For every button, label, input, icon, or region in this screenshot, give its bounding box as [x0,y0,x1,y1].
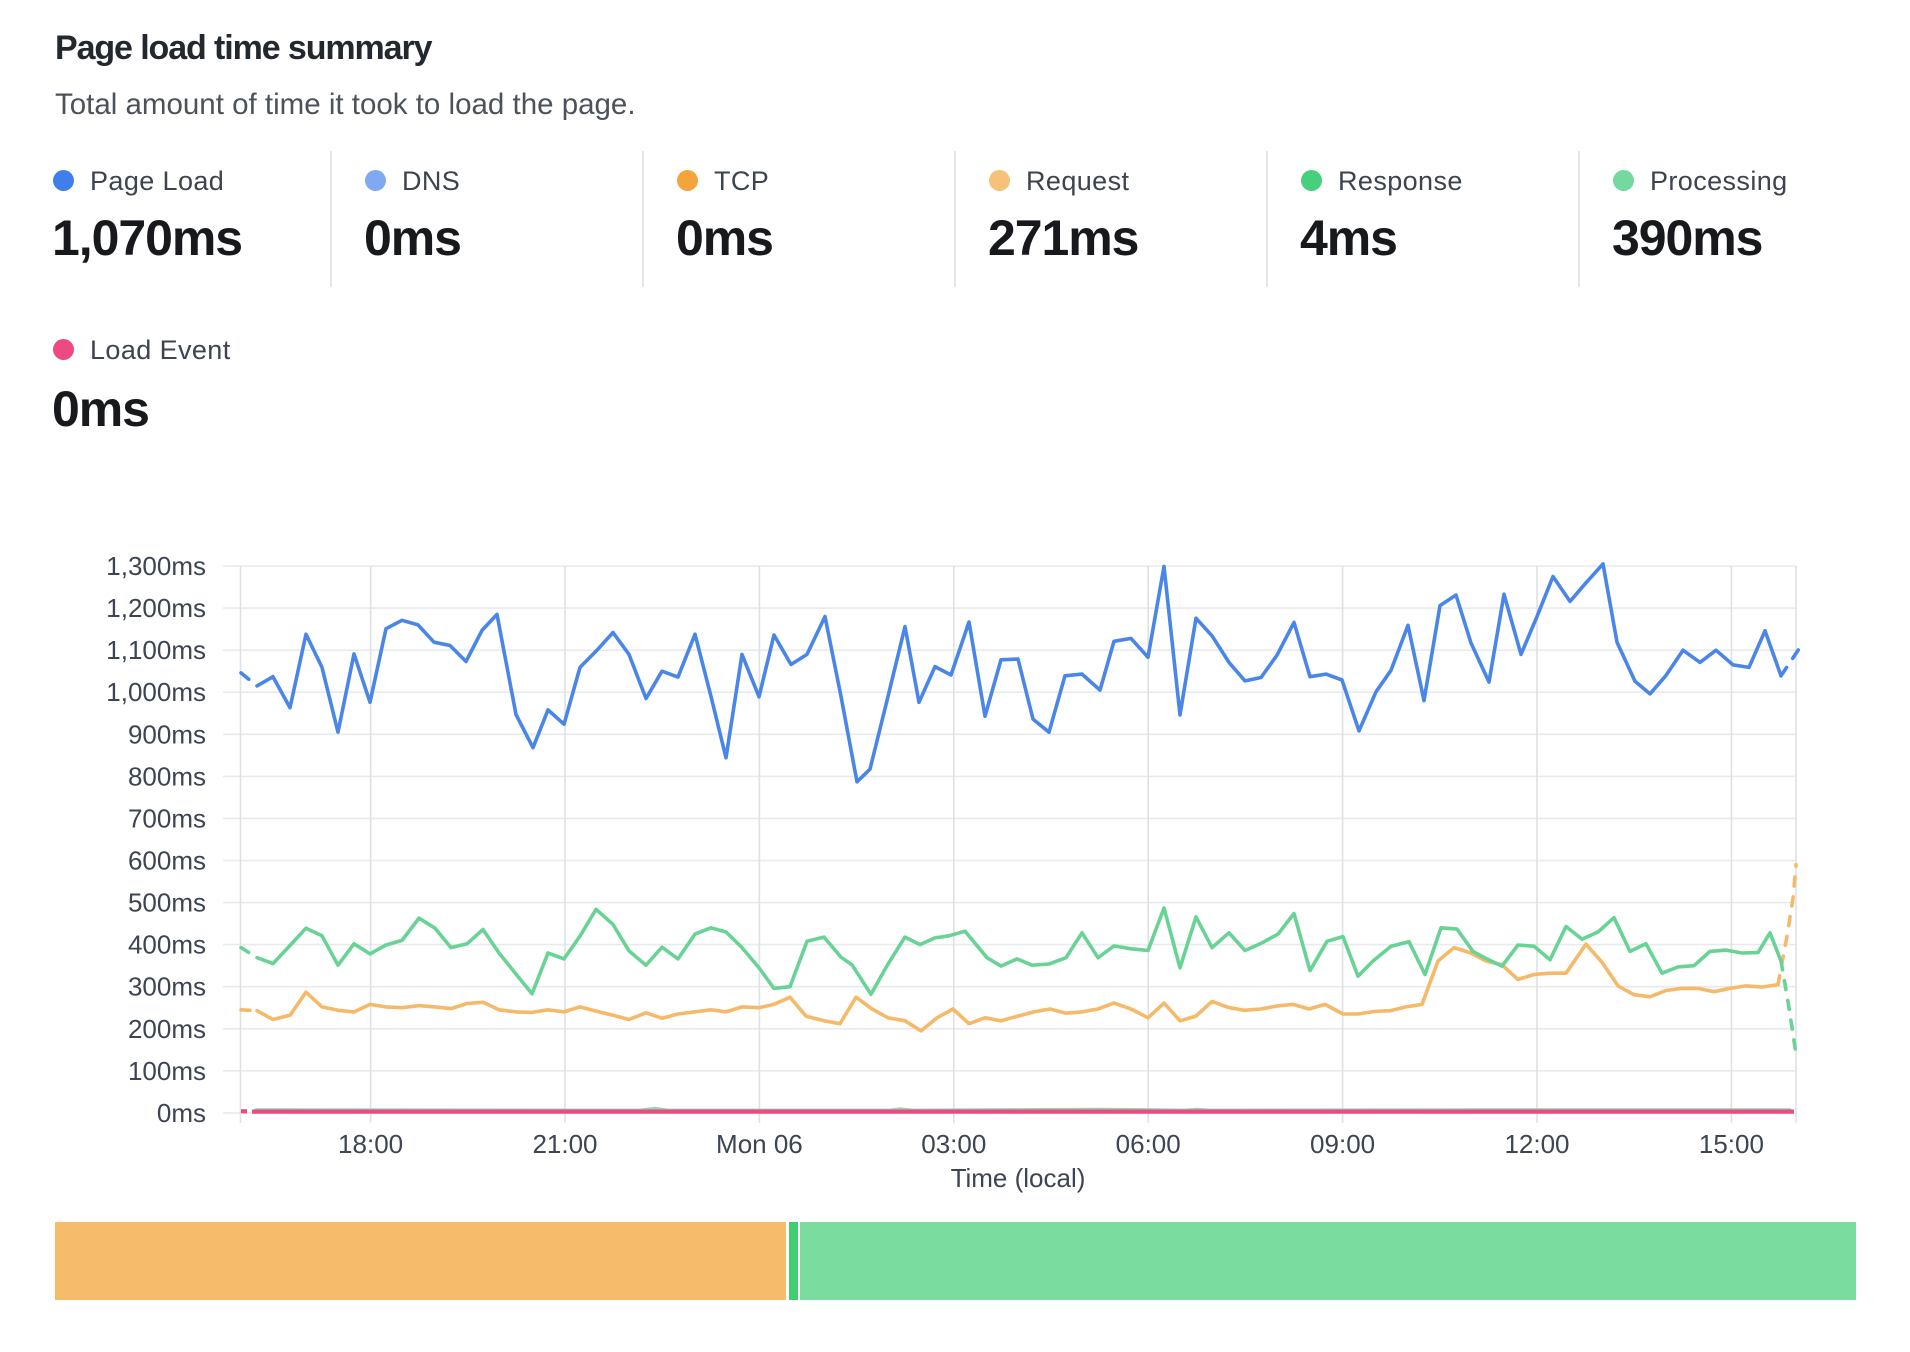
svg-text:600ms: 600ms [128,846,206,876]
svg-text:400ms: 400ms [128,930,206,960]
svg-text:200ms: 200ms [128,1014,206,1044]
svg-text:09:00: 09:00 [1310,1129,1375,1159]
svg-text:300ms: 300ms [128,972,206,1002]
svg-text:Time (local): Time (local) [951,1163,1086,1193]
svg-text:1,000ms: 1,000ms [106,677,206,707]
svg-text:18:00: 18:00 [338,1129,403,1159]
svg-text:800ms: 800ms [128,761,206,791]
svg-text:700ms: 700ms [128,803,206,833]
svg-text:Mon 06: Mon 06 [716,1129,803,1159]
svg-text:1,100ms: 1,100ms [106,635,206,665]
svg-text:12:00: 12:00 [1504,1129,1569,1159]
svg-text:06:00: 06:00 [1116,1129,1181,1159]
svg-text:15:00: 15:00 [1699,1129,1764,1159]
svg-text:900ms: 900ms [128,719,206,749]
svg-text:500ms: 500ms [128,888,206,918]
svg-text:1,200ms: 1,200ms [106,593,206,623]
svg-text:1,300ms: 1,300ms [106,551,206,581]
svg-text:03:00: 03:00 [921,1129,986,1159]
svg-text:0ms: 0ms [157,1098,206,1128]
svg-text:21:00: 21:00 [532,1129,597,1159]
svg-text:100ms: 100ms [128,1056,206,1086]
